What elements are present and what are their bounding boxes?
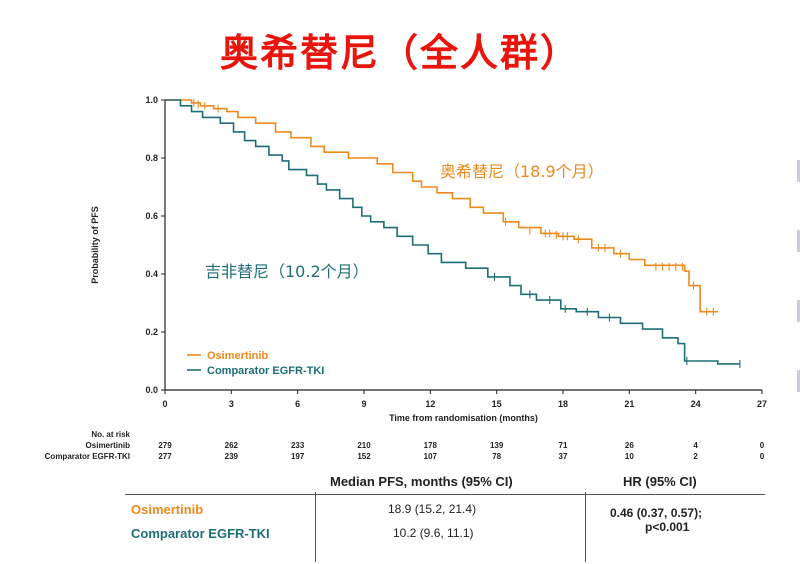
y-tick-label: 0.8 [145, 153, 158, 163]
risk-value: 152 [357, 452, 371, 461]
risk-value: 197 [290, 452, 305, 461]
km-curve-osimertinib [165, 99, 718, 313]
y-tick-label: 0.0 [145, 385, 158, 395]
x-tick-label: 21 [624, 399, 634, 409]
summary-header-rule [125, 494, 765, 495]
risk-value: 0 [759, 452, 765, 461]
risk-row-label-osimertinib: Osimertinib [85, 441, 130, 450]
x-tick-label: 3 [229, 399, 234, 409]
risk-value: 78 [492, 452, 502, 461]
x-tick-label: 6 [295, 399, 300, 409]
risk-value: 139 [489, 441, 504, 450]
summary-header-hr: HR (95% CI) [623, 474, 697, 489]
legend-label-comparator: Comparator EGFR-TKI [207, 365, 324, 377]
x-tick-label: 27 [757, 399, 767, 409]
x-tick-label: 24 [691, 399, 701, 409]
edge-mark [797, 160, 800, 182]
x-tick-label: 0 [162, 399, 167, 409]
summary-hr-value: 0.46 (0.37, 0.57); [610, 506, 703, 520]
risk-table-header: No. at risk [91, 430, 130, 439]
risk-value: 210 [357, 441, 371, 450]
legend-label-osimertinib: Osimertinib [207, 350, 268, 362]
summary-row-osimertinib-pfs: 18.9 (15.2, 21.4) [388, 502, 477, 516]
risk-value: 71 [558, 441, 568, 450]
y-tick-label: 0.2 [145, 327, 158, 337]
risk-value: 233 [290, 441, 305, 450]
risk-value: 10 [624, 452, 634, 461]
x-tick-label: 15 [492, 399, 502, 409]
edge-mark [797, 230, 800, 252]
x-tick-label: 18 [558, 399, 568, 409]
risk-row-label-comparator: Comparator EGFR-TKI [44, 452, 130, 461]
risk-value: 37 [558, 452, 568, 461]
risk-value: 4 [693, 441, 698, 450]
y-axis-title: Probability of PFS [90, 206, 100, 284]
x-axis-title: Time from randomisation (months) [389, 413, 538, 423]
risk-value: 277 [158, 452, 172, 461]
x-tick-label: 12 [425, 399, 435, 409]
risk-value: 26 [624, 441, 634, 450]
chart-axes: 0.0 0.2 0.4 0.6 0.8 1.0 0 3 6 9 12 15 18 21 24 27 Time f… [90, 95, 767, 423]
summary-row-osimertinib-name: Osimertinib [131, 502, 204, 517]
summary-header-pfs: Median PFS, months (95% CI) [330, 474, 513, 489]
osimertinib-median-annotation: 奥希替尼（18.9个月） [440, 162, 604, 181]
risk-value: 239 [224, 452, 238, 461]
y-tick-label: 0.4 [145, 269, 158, 279]
summary-row-comparator-name: Comparator EGFR-TKI [131, 526, 270, 541]
km-curve-comparator [165, 99, 740, 365]
risk-value: 178 [423, 441, 437, 450]
summary-table: Median PFS, months (95% CI) HR (95% CI) … [125, 470, 765, 562]
chart-legend: Osimertinib Comparator EGFR-TKI [187, 350, 324, 377]
chart-curves [165, 98, 741, 368]
summary-divider-1 [315, 492, 316, 562]
risk-value: 0 [759, 441, 765, 450]
y-tick-label: 1.0 [145, 95, 158, 105]
edge-mark [797, 370, 800, 392]
slide-title: 奥希替尼（全人群） [219, 31, 580, 75]
x-tick-label: 9 [361, 399, 366, 409]
risk-value: 262 [224, 441, 238, 450]
risk-value: 2 [693, 452, 698, 461]
edge-mark [797, 300, 800, 322]
summary-p-value: p<0.001 [645, 520, 690, 534]
comparator-median-annotation: 吉非替尼（10.2个月） [205, 262, 369, 281]
risk-value: 279 [158, 441, 172, 450]
y-tick-label: 0.6 [145, 211, 158, 221]
summary-row-comparator-pfs: 10.2 (9.6, 11.1) [393, 526, 474, 540]
risk-value: 107 [423, 452, 437, 461]
summary-divider-2 [585, 492, 586, 562]
